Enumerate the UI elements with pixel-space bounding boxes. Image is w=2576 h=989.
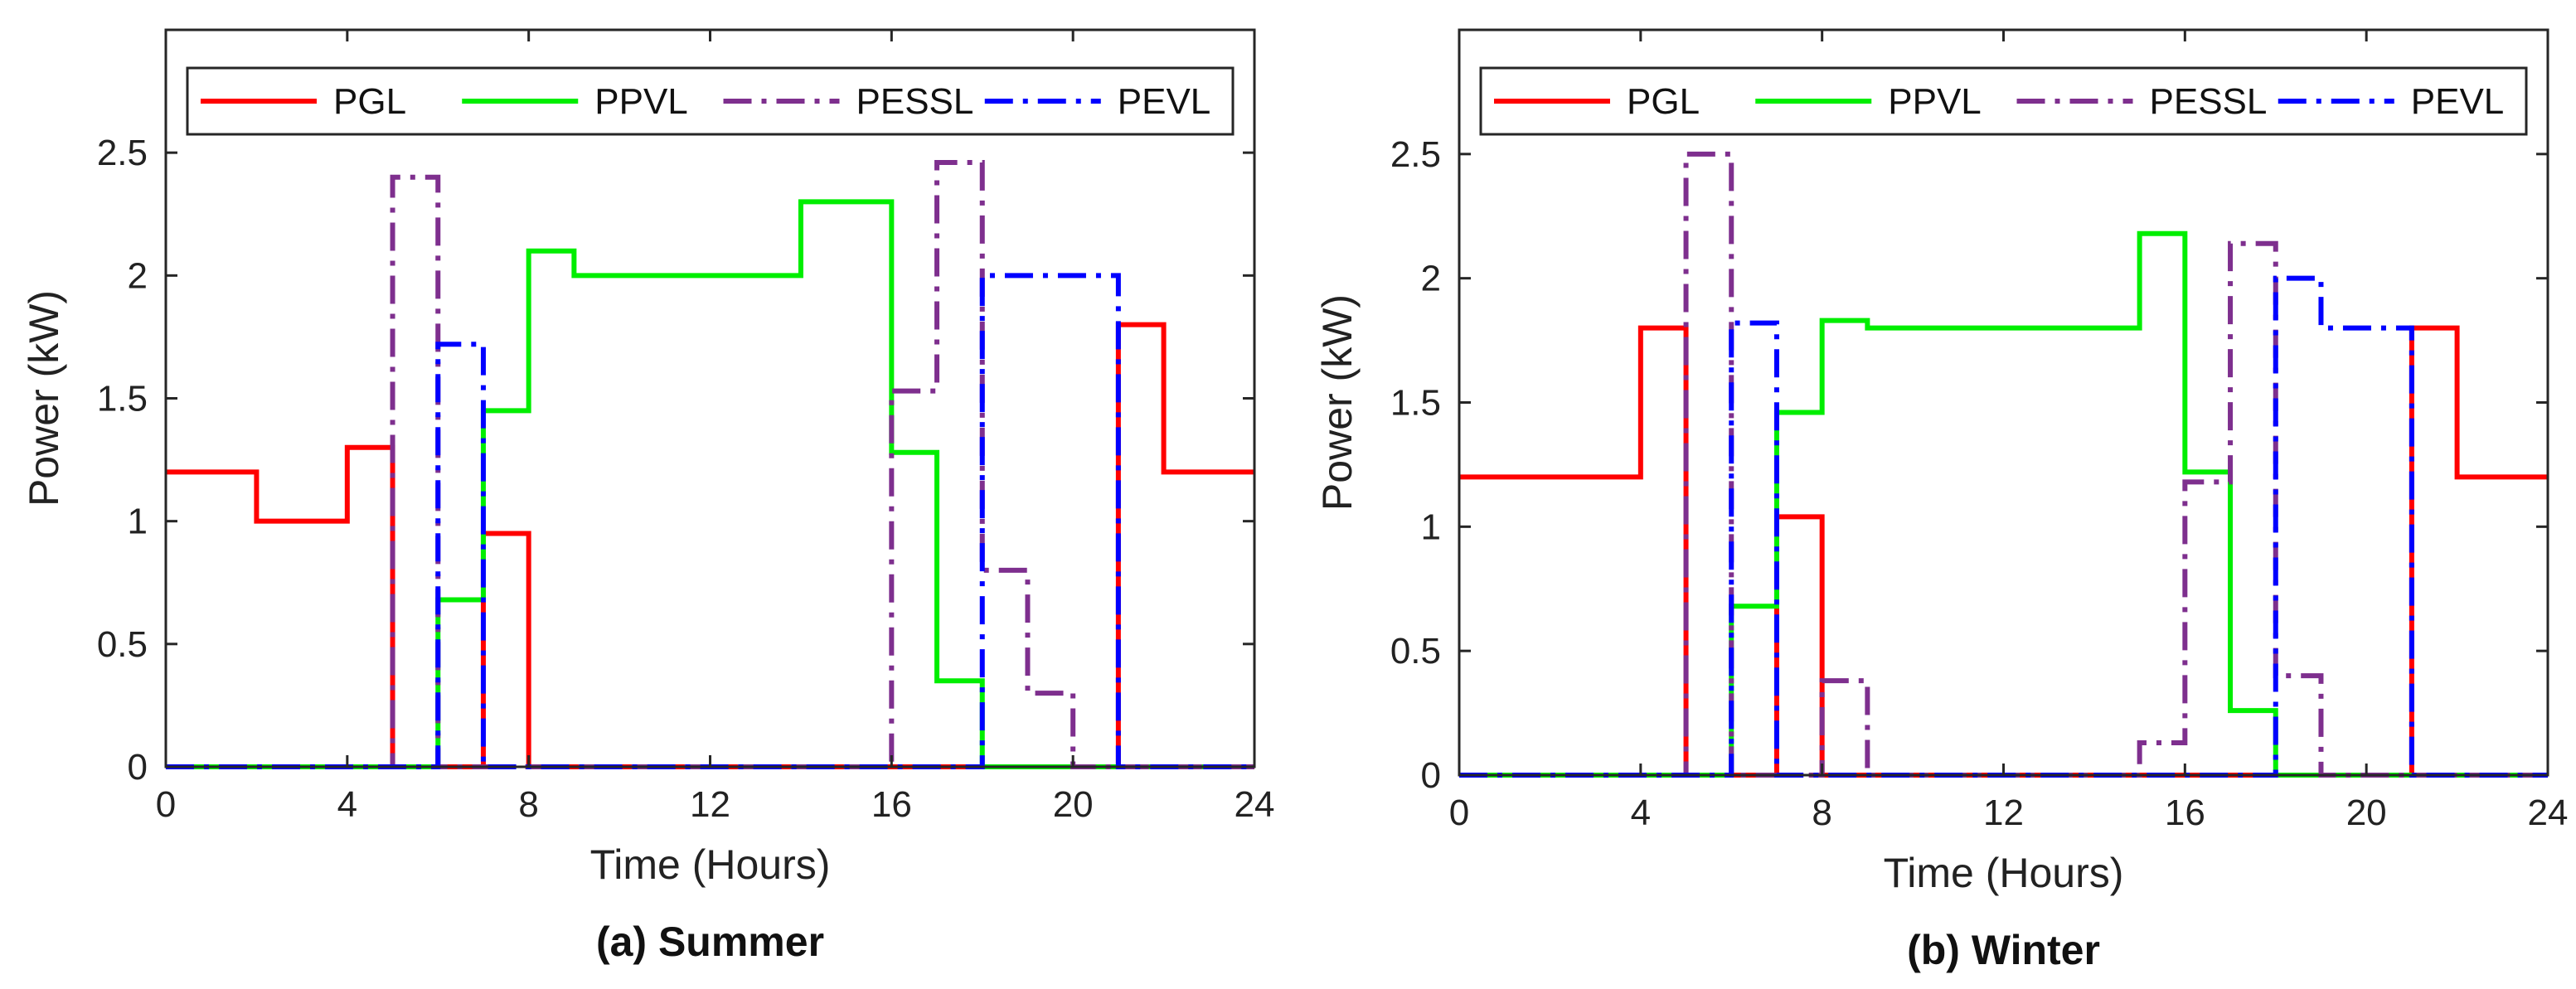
chart-caption: (b) Winter xyxy=(1907,927,2100,973)
x-axis-label: Time (Hours) xyxy=(590,841,831,888)
x-axis-label: Time (Hours) xyxy=(1884,850,2124,896)
chart-panel-1: 0 4 8 12 16 20 24 0 0.5 1 1.5 2 2.5 Time (Hours) Power… xyxy=(21,28,1275,965)
x-tick-label: 4 xyxy=(337,784,357,825)
y-tick-label: 0 xyxy=(128,747,148,788)
y-tick-label: 2.5 xyxy=(1390,134,1441,175)
x-tick-label: 0 xyxy=(156,784,176,825)
y-tick-label: 0.5 xyxy=(97,624,148,665)
y-tick-label: 0.5 xyxy=(1390,631,1441,671)
x-tick-label: 20 xyxy=(2346,793,2387,833)
legend: PGL PPVL PESSL PEVL xyxy=(1479,66,2528,136)
x-tick-label: 8 xyxy=(1812,793,1831,833)
y-tick-label: 2.5 xyxy=(97,133,148,173)
y-tick-label: 1 xyxy=(128,502,148,542)
series-line-pessl xyxy=(1459,151,2548,778)
legend-label-pessl: PESSL xyxy=(2150,81,2268,122)
legend: PGL PPVL PESSL PEVL xyxy=(186,66,1235,136)
legend-label-ppvl: PPVL xyxy=(594,81,688,122)
legend-label-pgl: PGL xyxy=(1627,81,1700,122)
x-tick-label: 12 xyxy=(690,784,730,825)
legend-label-pevl: PEVL xyxy=(1118,81,1211,122)
legend-label-ppvl: PPVL xyxy=(1888,81,1982,122)
plot-area xyxy=(166,30,1254,767)
x-tick-label: 20 xyxy=(1053,784,1094,825)
x-tick-label: 24 xyxy=(2528,793,2569,833)
x-tick-label: 8 xyxy=(518,784,538,825)
y-tick-label: 1.5 xyxy=(97,379,148,419)
y-tick-label: 2 xyxy=(1421,259,1441,299)
legend-label-pevl: PEVL xyxy=(2411,81,2505,122)
chart-panel-2: 0 4 8 12 16 20 24 0 0.5 1 1.5 2 2.5 Time (Hours) Power… xyxy=(1314,28,2569,973)
y-tick-label: 1 xyxy=(1421,507,1441,547)
y-tick-label: 0 xyxy=(1421,755,1441,796)
x-tick-label: 16 xyxy=(871,784,912,825)
y-axis-label: Power (kW) xyxy=(1314,294,1361,511)
y-tick-label: 1.5 xyxy=(1390,383,1441,424)
legend-label-pgl: PGL xyxy=(333,81,406,122)
x-tick-label: 0 xyxy=(1449,793,1469,833)
y-axis-label: Power (kW) xyxy=(21,290,67,507)
chart-caption: (a) Summer xyxy=(596,919,824,965)
y-tick-label: 2 xyxy=(128,255,148,296)
x-tick-label: 24 xyxy=(1235,784,1275,825)
plot-area xyxy=(1459,30,2548,775)
x-tick-label: 16 xyxy=(2165,793,2205,833)
legend-label-pessl: PESSL xyxy=(856,81,974,122)
x-tick-label: 12 xyxy=(1983,793,2024,833)
x-tick-label: 4 xyxy=(1631,793,1651,833)
